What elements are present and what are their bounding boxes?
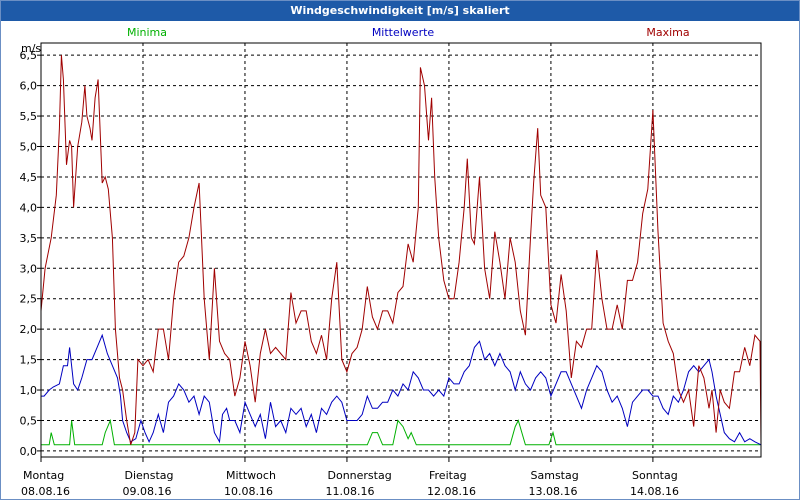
labels: 0,0 0,5 1,0 1,5 2,0 2,5 3,0 3,5 4,0 4,5 5,0 5,5 6,0 6… bbox=[20, 26, 690, 498]
y-tick-label: 2,5 bbox=[20, 293, 38, 306]
y-tick-label: 2,0 bbox=[20, 323, 38, 336]
y-tick-label: 4,0 bbox=[20, 201, 38, 214]
series-line-maxima bbox=[40, 55, 762, 445]
day-name-label: Freitag bbox=[429, 469, 467, 482]
grid bbox=[41, 43, 761, 457]
day-name-label: Mittwoch bbox=[226, 469, 276, 482]
series-line-mittelwerte bbox=[41, 333, 762, 446]
day-date-label: 08.08.16 bbox=[21, 485, 70, 498]
day-date-label: 10.08.16 bbox=[224, 485, 273, 498]
day-name-label: Montag bbox=[23, 469, 64, 482]
series-lines bbox=[40, 55, 762, 446]
y-tick-label: 6,5 bbox=[20, 49, 38, 62]
legend-minima: Minima bbox=[127, 26, 167, 39]
y-tick-label: 1,5 bbox=[20, 354, 38, 367]
day-name-label: Dienstag bbox=[125, 469, 174, 482]
y-axis-label: m/s bbox=[21, 42, 41, 55]
day-date-label: 12.08.16 bbox=[427, 485, 476, 498]
plot-frame bbox=[40, 42, 762, 458]
y-tick-label: 6,0 bbox=[20, 80, 38, 93]
y-tick-label: 4,5 bbox=[20, 171, 38, 184]
legend-mittelwerte: Mittelwerte bbox=[372, 26, 435, 39]
day-name-label: Samstag bbox=[531, 469, 579, 482]
y-tick-label: 5,5 bbox=[20, 110, 38, 123]
legend-maxima: Maxima bbox=[646, 26, 689, 39]
y-tick-label: 1,0 bbox=[20, 384, 38, 397]
series-line-minima bbox=[41, 418, 761, 446]
y-tick-label: 0,0 bbox=[20, 445, 38, 458]
y-tick-label: 0,5 bbox=[20, 414, 38, 427]
chart-title: Windgeschwindigkeit [m/s] skaliert bbox=[1, 1, 799, 21]
y-tick-label: 3,0 bbox=[20, 262, 38, 275]
day-date-label: 13.08.16 bbox=[529, 485, 578, 498]
y-tick-label: 3,5 bbox=[20, 232, 38, 245]
day-name-label: Donnerstag bbox=[328, 469, 392, 482]
day-date-label: 09.08.16 bbox=[123, 485, 172, 498]
day-date-label: 11.08.16 bbox=[326, 485, 375, 498]
day-name-label: Sonntag bbox=[632, 469, 678, 482]
axes bbox=[37, 42, 762, 462]
day-date-label: 14.08.16 bbox=[630, 485, 679, 498]
y-tick-label: 5,0 bbox=[20, 141, 38, 154]
